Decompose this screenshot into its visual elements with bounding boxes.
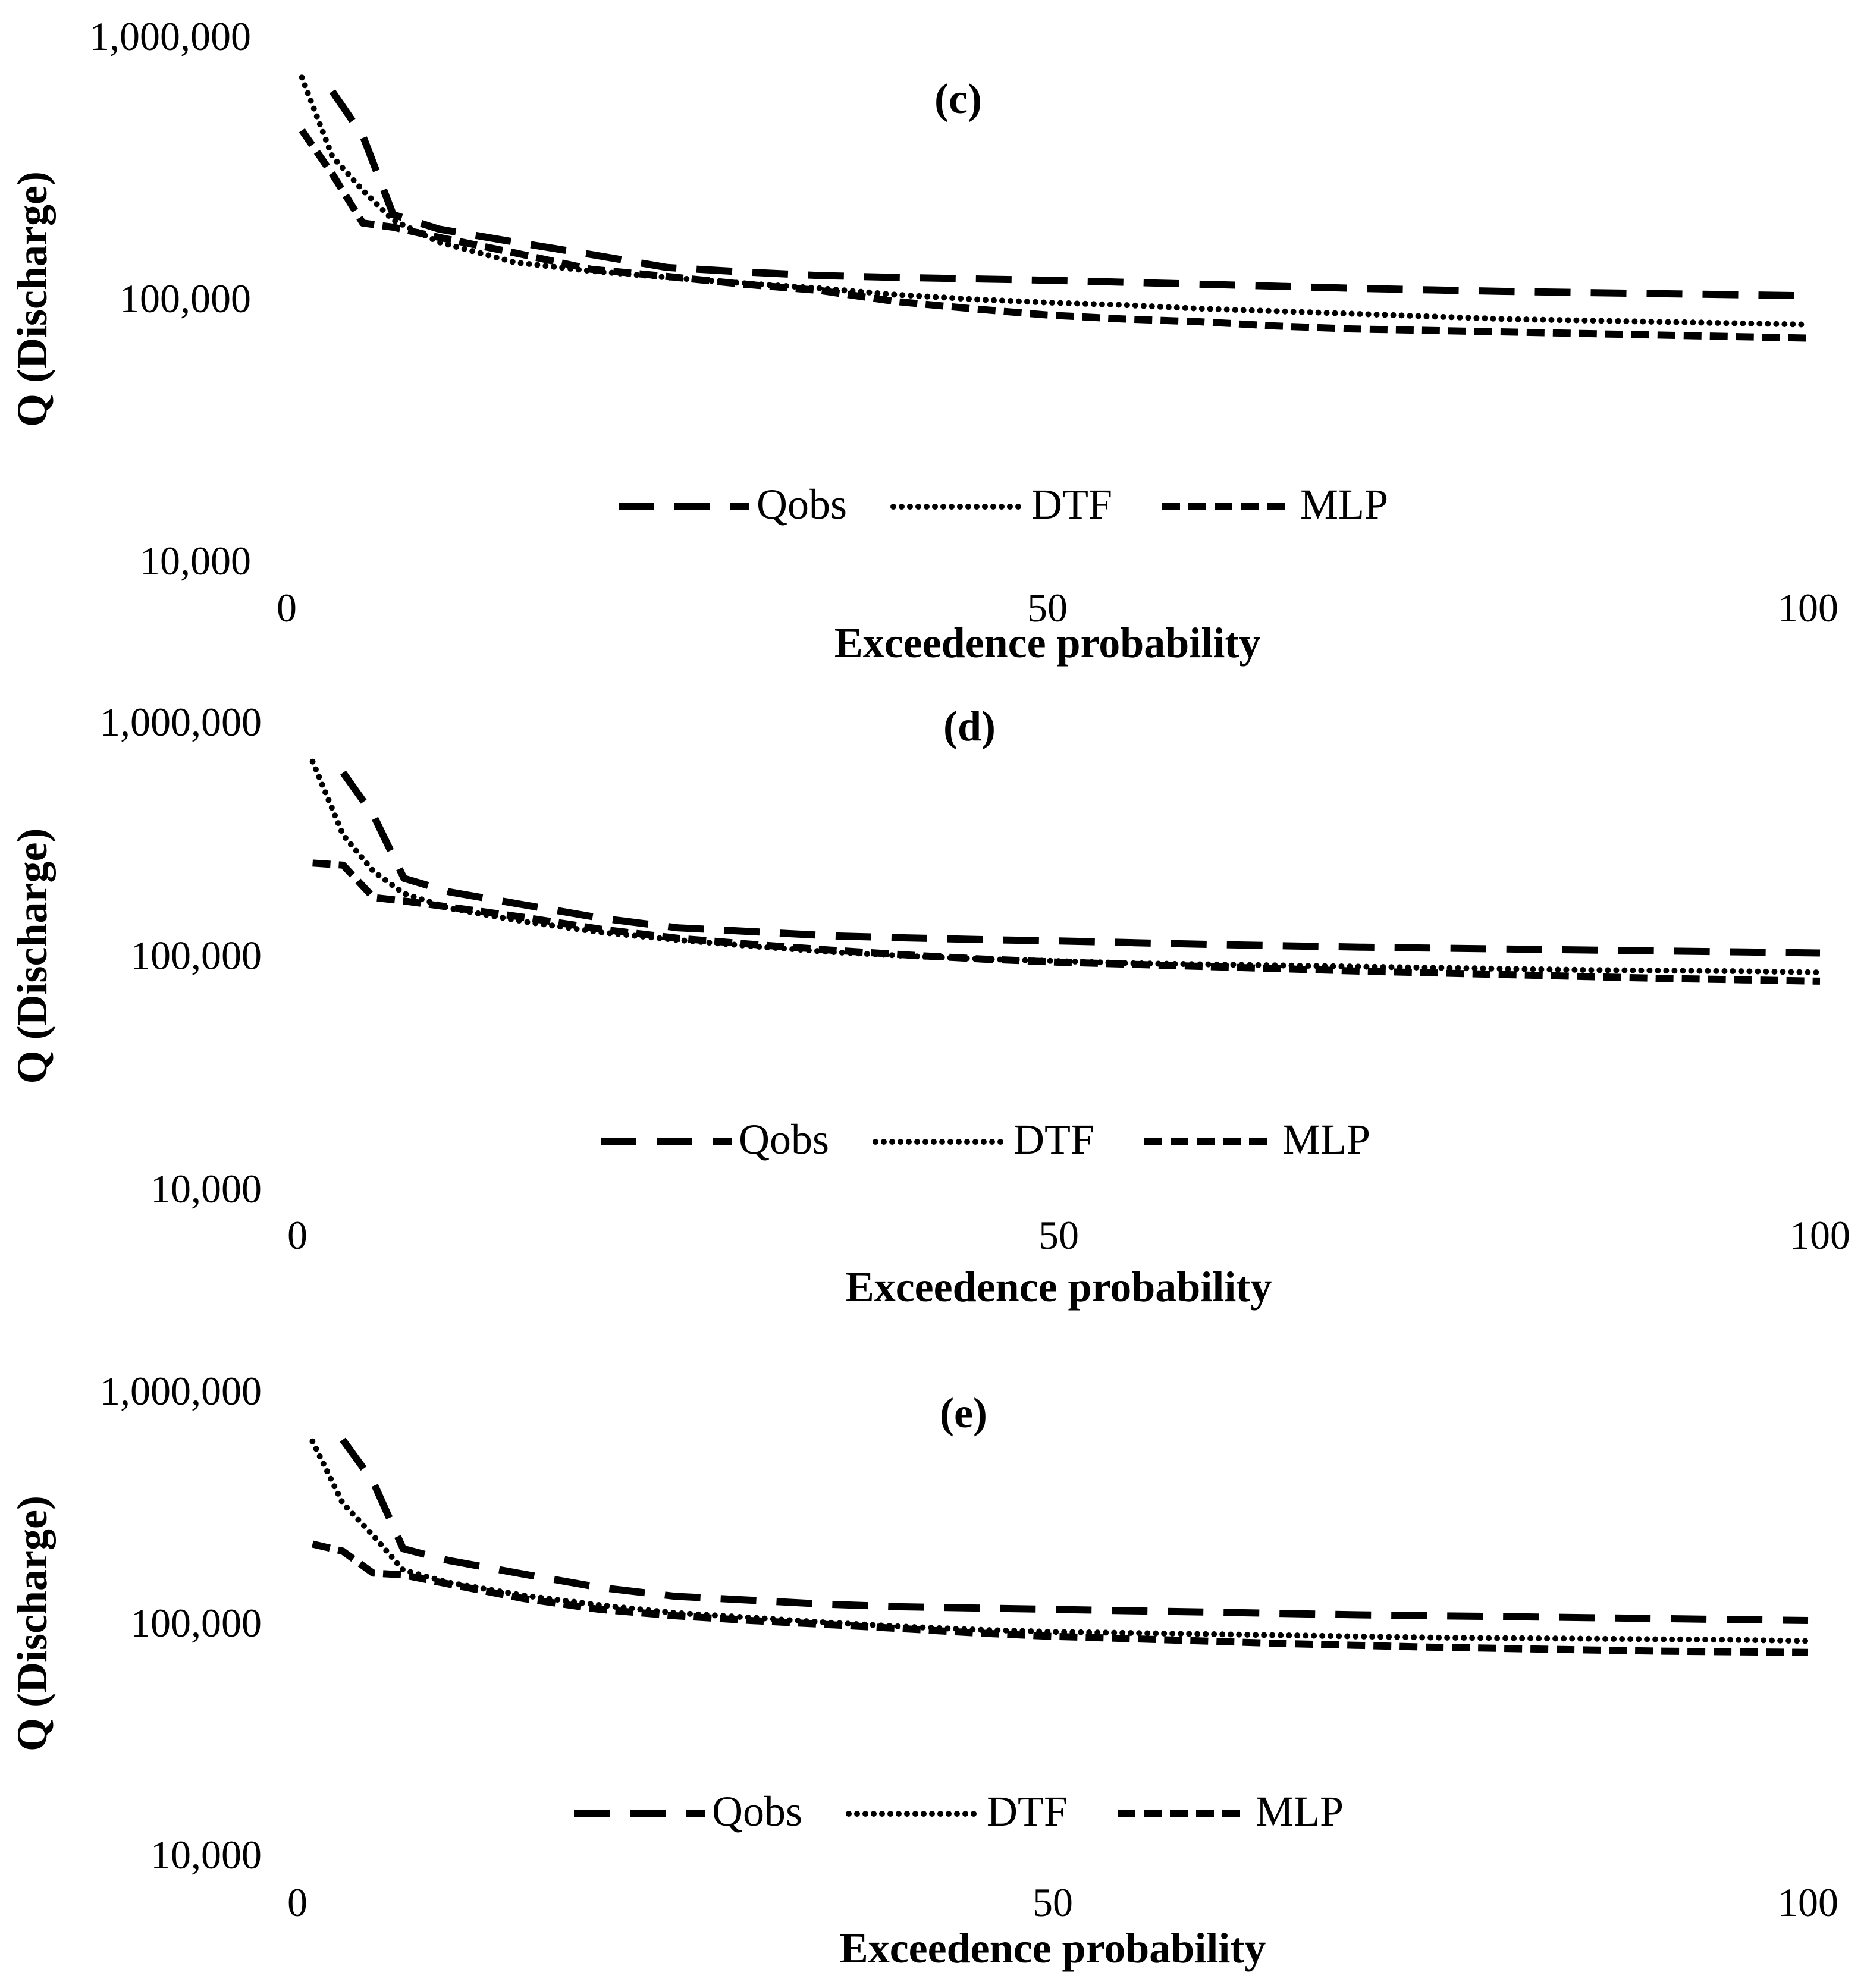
series-line-mlp bbox=[299, 128, 1809, 342]
legend-label-qobs: Qobs bbox=[757, 480, 847, 528]
series-line-dtf bbox=[299, 74, 1811, 328]
y-tick-label: 10,000 bbox=[140, 538, 251, 583]
series-line-qobs bbox=[340, 1437, 1809, 1624]
x-tick-label: 100 bbox=[1790, 1213, 1850, 1258]
series-line-dtf bbox=[309, 1438, 1811, 1644]
legend-label-mlp: MLP bbox=[1256, 1788, 1344, 1835]
panel-title: (e) bbox=[940, 1389, 987, 1437]
x-tick-label: 50 bbox=[1027, 585, 1068, 630]
x-axis-title: Exceedence probability bbox=[840, 1924, 1266, 1972]
y-tick-label: 1,000,000 bbox=[89, 14, 251, 59]
panel-e: (e) 10,000 100,000 1,000,000 0 50 100 Exceedenc… bbox=[8, 1368, 1838, 1972]
y-tick-label: 1,000,000 bbox=[100, 699, 262, 745]
legend-label-mlp: MLP bbox=[1282, 1116, 1370, 1163]
legend: Qobs DTF MLP bbox=[601, 1116, 1370, 1163]
legend-label-qobs: Qobs bbox=[739, 1116, 829, 1163]
x-tick-label: 100 bbox=[1778, 1880, 1838, 1925]
legend-label-qobs: Qobs bbox=[712, 1788, 802, 1835]
x-tick-label: 50 bbox=[1033, 1880, 1073, 1925]
y-axis-title: Q (Discharge) bbox=[8, 828, 56, 1084]
y-tick-label: 100,000 bbox=[130, 933, 262, 978]
y-axis-title: Q (Discharge) bbox=[8, 1496, 56, 1751]
x-tick-label: 50 bbox=[1038, 1213, 1079, 1258]
x-axis-title: Exceedence probability bbox=[846, 1263, 1272, 1311]
panel-title: (d) bbox=[943, 702, 996, 750]
x-axis-title: Exceedence probability bbox=[834, 619, 1261, 667]
x-tick-label: 100 bbox=[1778, 585, 1838, 630]
legend: Qobs DTF MLP bbox=[619, 480, 1388, 528]
series-line-qobs bbox=[340, 770, 1821, 957]
y-tick-label: 100,000 bbox=[120, 276, 251, 321]
legend-label-mlp: MLP bbox=[1300, 480, 1388, 528]
panel-title: (c) bbox=[934, 75, 982, 123]
panel-d: (d) 10,000 100,000 1,000,000 0 50 100 Exceedenc… bbox=[8, 699, 1850, 1311]
legend-label-dtf: DTF bbox=[1031, 480, 1112, 528]
legend: Qobs DTF MLP bbox=[574, 1788, 1344, 1835]
x-tick-label: 0 bbox=[277, 585, 297, 630]
panel-c: (c) 10,000 100,000 1,000,000 0 50 100 Exceedenc… bbox=[8, 14, 1838, 667]
x-tick-label: 0 bbox=[287, 1213, 307, 1258]
series-line-qobs bbox=[329, 89, 1809, 300]
series-line-mlp bbox=[312, 859, 1821, 985]
x-tick-label: 0 bbox=[287, 1880, 307, 1925]
legend-label-dtf: DTF bbox=[987, 1788, 1068, 1835]
legend-label-dtf: DTF bbox=[1013, 1116, 1094, 1163]
y-tick-label: 10,000 bbox=[150, 1166, 262, 1211]
series-line-mlp bbox=[312, 1540, 1809, 1656]
y-tick-label: 10,000 bbox=[150, 1832, 262, 1877]
y-axis-title: Q (Discharge) bbox=[8, 171, 56, 427]
y-tick-label: 1,000,000 bbox=[100, 1368, 262, 1414]
y-tick-label: 100,000 bbox=[130, 1600, 262, 1645]
